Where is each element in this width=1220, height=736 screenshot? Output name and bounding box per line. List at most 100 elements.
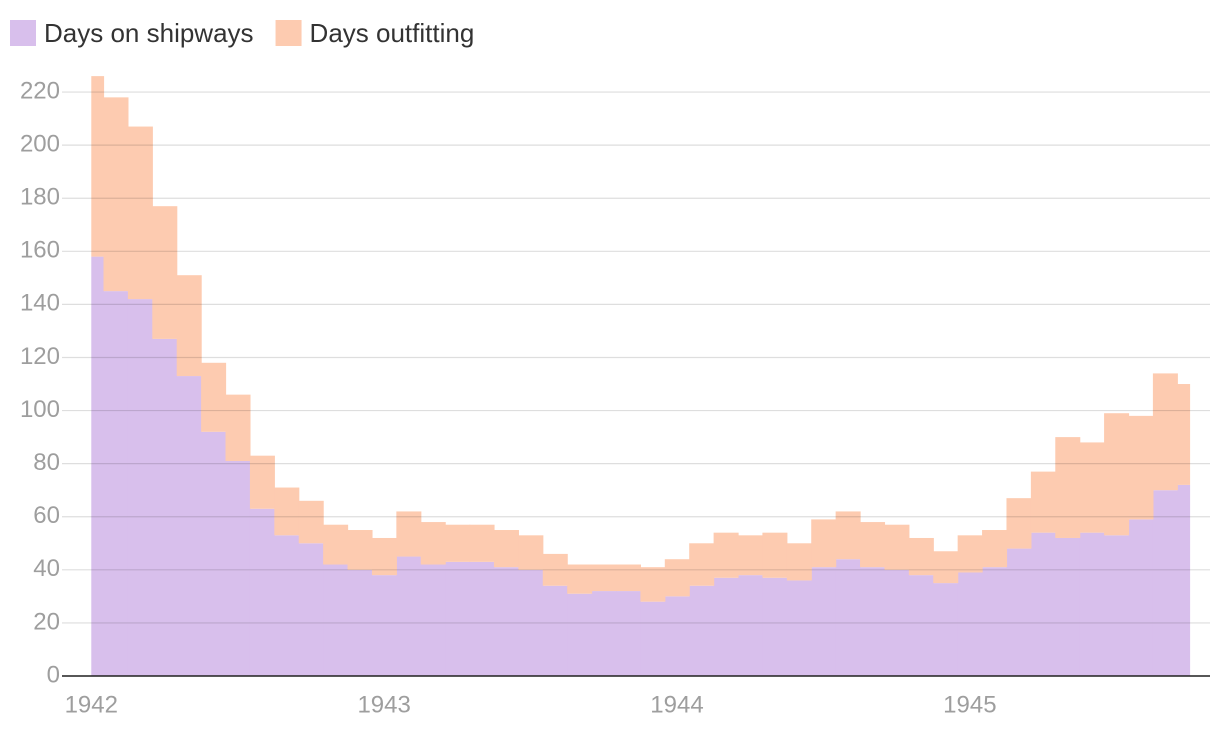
area-step xyxy=(347,530,373,570)
area-step xyxy=(225,394,251,461)
area-step xyxy=(396,511,422,557)
area-step xyxy=(1128,519,1154,676)
area-step xyxy=(860,522,886,568)
area-step xyxy=(884,524,910,570)
area-step xyxy=(542,585,568,676)
area-step xyxy=(640,567,666,602)
area-step xyxy=(689,585,715,676)
area-step xyxy=(1030,471,1056,533)
area-step xyxy=(786,543,812,581)
x-tick-label: 1945 xyxy=(943,691,996,718)
area-step xyxy=(91,76,105,257)
area-step xyxy=(1079,442,1105,533)
area-step xyxy=(738,575,764,676)
area-step xyxy=(908,537,934,576)
area-step xyxy=(615,564,641,592)
area-step xyxy=(396,556,422,676)
x-tick-label: 1944 xyxy=(650,691,703,718)
area-step xyxy=(1104,413,1130,536)
legend-swatch xyxy=(275,20,302,46)
area-step xyxy=(152,338,178,676)
area-step xyxy=(640,601,666,676)
area-step xyxy=(249,508,275,676)
area-step xyxy=(982,530,1008,568)
area-step xyxy=(127,126,153,300)
y-tick-label: 0 xyxy=(47,661,60,688)
area-step xyxy=(469,561,495,676)
y-tick-label: 200 xyxy=(20,130,60,157)
area-step xyxy=(591,591,617,676)
area-step xyxy=(1152,490,1178,676)
area-step xyxy=(713,532,739,578)
area-step xyxy=(445,524,471,562)
y-tick-label: 100 xyxy=(20,396,60,423)
area-step xyxy=(91,256,105,676)
y-tick-label: 180 xyxy=(20,184,60,211)
area-step xyxy=(420,564,446,676)
y-tick-label: 220 xyxy=(20,77,60,104)
area-step xyxy=(933,583,959,676)
area-step xyxy=(323,524,349,565)
area-step xyxy=(762,577,788,676)
area-step xyxy=(274,487,300,536)
y-tick-label: 60 xyxy=(33,502,60,529)
area-step xyxy=(1030,532,1056,676)
area-step xyxy=(860,567,886,676)
area-step xyxy=(518,535,544,570)
y-tick-label: 80 xyxy=(33,449,60,476)
area-step xyxy=(518,569,544,676)
area-step xyxy=(371,575,397,676)
area-step xyxy=(445,561,471,676)
area-step xyxy=(103,291,129,676)
area-step xyxy=(176,376,202,676)
area-step xyxy=(908,575,934,676)
area-step xyxy=(615,591,641,676)
area-step xyxy=(982,567,1008,676)
area-step xyxy=(1055,437,1081,538)
area-step xyxy=(567,564,593,594)
area-step xyxy=(225,460,251,676)
area-step xyxy=(689,543,715,586)
area-step xyxy=(762,532,788,578)
area-step xyxy=(1177,484,1191,676)
area-step xyxy=(1104,535,1130,676)
area-step xyxy=(835,511,861,560)
area-step xyxy=(274,535,300,676)
area-step xyxy=(1152,373,1178,491)
area-step xyxy=(201,431,227,676)
x-tick-label: 1943 xyxy=(357,691,410,718)
legend-label: Days on shipways xyxy=(44,18,254,48)
area-step xyxy=(884,569,910,676)
y-tick-label: 120 xyxy=(20,343,60,370)
area-step xyxy=(811,519,837,568)
y-tick-label: 160 xyxy=(20,237,60,264)
area-step xyxy=(323,564,349,676)
area-step xyxy=(713,577,739,676)
area-step xyxy=(1006,548,1032,676)
legend-swatch xyxy=(10,20,36,46)
area-step xyxy=(591,564,617,592)
area-step xyxy=(957,572,983,676)
x-tick-label: 1942 xyxy=(65,691,118,718)
area-step xyxy=(664,559,690,597)
area-step xyxy=(933,551,959,584)
area-step xyxy=(493,530,519,568)
area-step xyxy=(1055,537,1081,676)
area-step xyxy=(786,580,812,676)
area-step xyxy=(1128,415,1154,520)
area-step xyxy=(103,97,129,292)
area-step xyxy=(1177,384,1191,485)
y-tick-label: 40 xyxy=(33,555,60,582)
area-step xyxy=(664,596,690,676)
area-step xyxy=(347,569,373,676)
area-step xyxy=(567,593,593,676)
area-step xyxy=(738,535,764,576)
area-step xyxy=(469,524,495,562)
area-step xyxy=(835,559,861,676)
legend-label: Days outfitting xyxy=(310,18,475,48)
area-step xyxy=(1006,498,1032,549)
area-step xyxy=(957,535,983,573)
area-step xyxy=(811,567,837,676)
area-step xyxy=(420,522,446,565)
